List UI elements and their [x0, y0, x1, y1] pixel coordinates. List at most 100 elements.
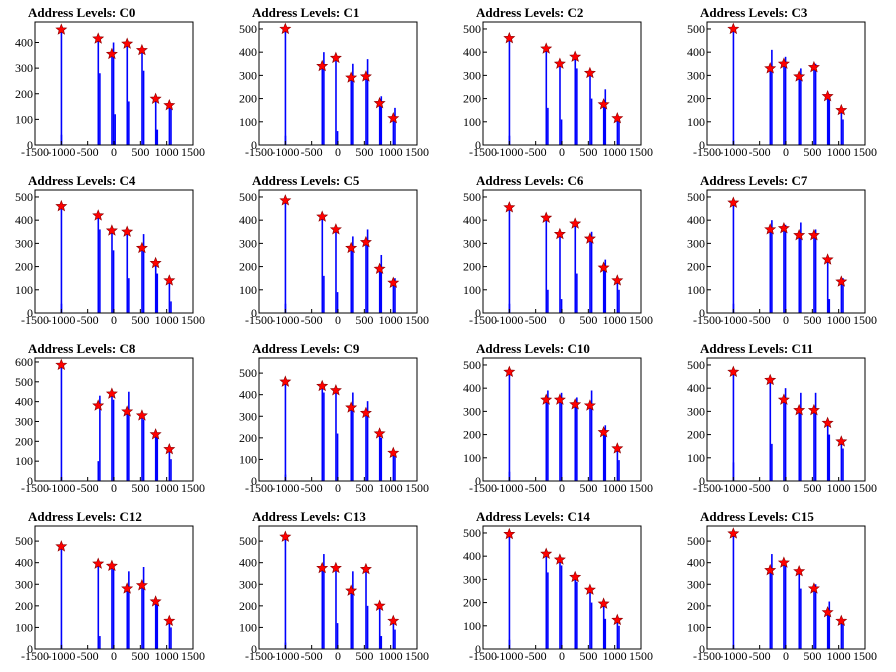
x-tick-label: 500: [355, 481, 373, 495]
peak-star-icon: [793, 70, 806, 82]
histogram-bar: [560, 392, 563, 481]
peak-star-icon: [553, 393, 566, 405]
histogram-bar: [784, 562, 787, 649]
peak-star-icon: [597, 597, 610, 609]
y-tick-label: 300: [463, 236, 481, 250]
histogram-bar: [547, 289, 549, 313]
x-tick-label: -1000: [271, 481, 299, 495]
histogram-bar: [590, 602, 593, 649]
histogram-bar: [828, 434, 831, 481]
y-tick-label: 200: [687, 428, 705, 442]
peak-star-icon: [92, 32, 105, 44]
histogram-bar: [798, 77, 801, 145]
histogram-plot: 0 100 200 300 400 500 -1500-1000 -500 0 500 1000 15…: [15, 189, 205, 327]
histogram-bar: [60, 303, 63, 313]
histogram-bar: [769, 229, 772, 313]
x-tick-label: 1500: [629, 313, 653, 327]
panel-title: Address Levels: C7: [700, 173, 808, 188]
x-tick-label: -1500: [21, 313, 49, 327]
histogram-plot: 0 100 200 300 400 500 -1500-1000 -500 0 500 1000 15…: [239, 189, 429, 327]
y-tick-label: 300: [687, 404, 705, 418]
peak-star-icon: [727, 22, 740, 35]
histogram-bar: [335, 568, 337, 649]
peak-star-icon: [163, 442, 176, 455]
histogram-bar: [589, 238, 591, 313]
histogram-bar: [170, 459, 172, 481]
peak-star-icon: [163, 98, 176, 111]
peak-star-icon: [807, 403, 820, 416]
histogram-bar: [284, 381, 287, 481]
y-tick-label: 500: [463, 22, 481, 36]
histogram-bar: [828, 601, 831, 649]
x-tick-label: -500: [525, 313, 547, 327]
histogram-bar: [366, 59, 369, 145]
peak-star-icon: [359, 562, 372, 575]
peak-star-icon: [611, 111, 624, 124]
histogram-bar: [284, 536, 287, 649]
x-tick-label: -1500: [21, 145, 49, 159]
histogram-bar: [813, 68, 815, 145]
peak-star-icon: [611, 442, 624, 454]
peak-star-icon: [149, 428, 162, 440]
histogram-bar: [352, 392, 354, 481]
histogram-bar: [842, 623, 844, 649]
peak-star-icon: [121, 225, 134, 237]
peak-star-icon: [553, 227, 566, 240]
peak-star-icon: [793, 228, 806, 241]
x-tick-label: 1000: [603, 649, 627, 663]
histogram-plot: 0 100 200 300 400 500 600 -1500-1000 -500 0 500 100…: [15, 355, 205, 495]
y-tick-label: 400: [463, 549, 481, 563]
panel-title: Address Levels: C5: [252, 173, 360, 188]
peak-star-icon: [777, 221, 790, 234]
histogram-bar: [111, 231, 113, 313]
histogram-bar: [365, 242, 367, 313]
y-tick-label: 200: [239, 599, 257, 613]
histogram-bar: [111, 393, 113, 481]
histogram-bar: [604, 618, 607, 649]
histogram-bar: [128, 278, 130, 313]
peak-star-icon: [569, 50, 582, 62]
histogram-bar: [154, 263, 157, 313]
histogram-plot: 0 100 200 300 400 500 -1500-1000 -500 0 500 1000 15…: [687, 525, 877, 663]
x-tick-label: -1500: [245, 313, 273, 327]
x-tick-label: 500: [579, 649, 597, 663]
histogram-bar: [284, 28, 287, 145]
y-tick-label: 100: [463, 451, 481, 465]
x-tick-label: 1500: [853, 145, 877, 159]
y-tick-label: 200: [15, 260, 33, 274]
histogram-bar: [141, 248, 143, 313]
x-tick-label: -500: [749, 145, 771, 159]
x-tick-label: -500: [749, 313, 771, 327]
histogram-bar: [732, 533, 735, 649]
x-tick-label: -1500: [693, 313, 721, 327]
x-tick-label: 1000: [155, 649, 179, 663]
peak-star-icon: [503, 365, 516, 378]
histogram-bar: [545, 399, 548, 481]
histogram-bar: [732, 202, 735, 313]
histogram-bar: [170, 627, 172, 649]
peak-star-icon: [764, 563, 777, 576]
histogram-bar: [156, 437, 159, 481]
histogram-bar: [352, 236, 354, 313]
histogram-bar: [97, 37, 100, 146]
peak-star-icon: [105, 387, 118, 399]
histogram-bar: [142, 567, 145, 649]
x-tick-label: -1000: [47, 481, 75, 495]
peak-star-icon: [373, 427, 386, 439]
histogram-bar: [547, 107, 549, 145]
x-tick-label: 500: [803, 145, 821, 159]
y-tick-label: 100: [15, 112, 33, 126]
histogram-bar: [378, 605, 381, 649]
histogram-bar: [365, 413, 367, 481]
histogram-bar: [814, 584, 817, 649]
x-tick-label: 1000: [155, 481, 179, 495]
peak-star-icon: [540, 393, 553, 405]
histogram-bar: [769, 380, 772, 481]
x-tick-label: -1000: [495, 145, 523, 159]
x-tick-label: 1000: [827, 145, 851, 159]
histogram-panel: Address Levels: C3 0 100 200 300 400 500 -1500-…: [672, 0, 896, 168]
panel-title: Address Levels: C3: [700, 5, 808, 20]
histogram-bar: [128, 571, 130, 649]
peak-star-icon: [553, 553, 566, 565]
peak-star-icon: [149, 595, 162, 607]
